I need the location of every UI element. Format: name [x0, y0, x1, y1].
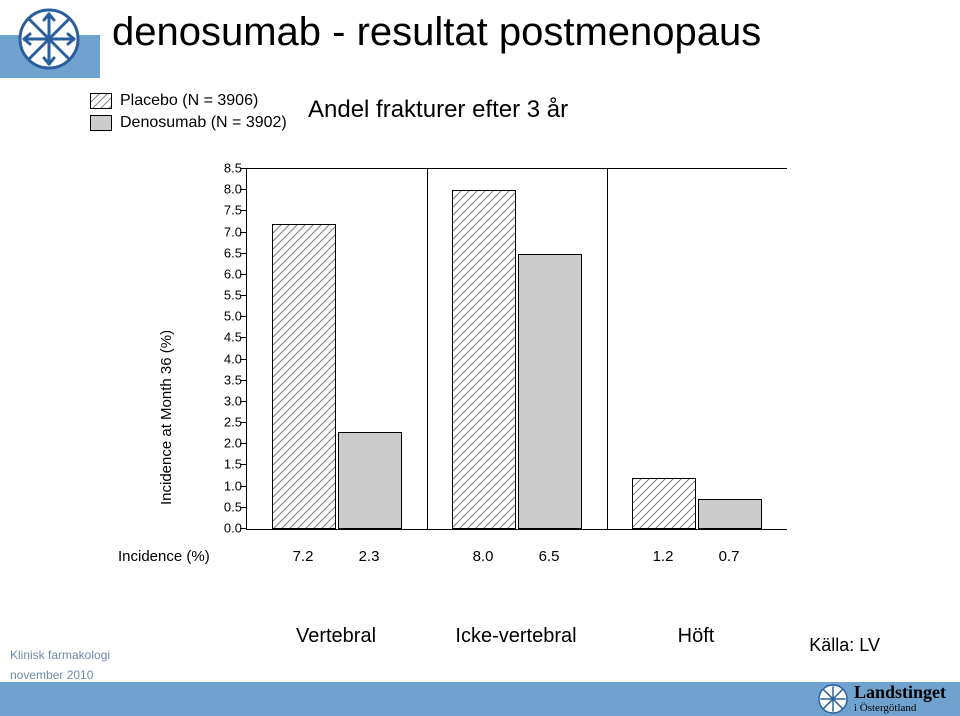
incidence-value: 0.7	[719, 548, 740, 565]
y-tick-label: 3.0	[224, 393, 242, 408]
legend-item: Denosumab (N = 3902)	[90, 114, 287, 132]
y-tick-label: 8.0	[224, 182, 242, 197]
y-tick-label: 0.5	[224, 499, 242, 514]
incidence-value: 7.2	[293, 548, 314, 565]
y-tick-label: 3.5	[224, 372, 242, 387]
incidence-value: 1.2	[653, 548, 674, 565]
y-tick-label: 8.5	[224, 161, 242, 176]
y-tick-label: 6.0	[224, 266, 242, 281]
incidence-value: 2.3	[359, 548, 380, 565]
incidence-row-label: Incidence (%)	[118, 548, 210, 565]
panel-separator	[427, 169, 428, 529]
y-tick-label: 5.0	[224, 309, 242, 324]
footer-org-sub: i Östergötland	[854, 701, 946, 714]
source-label: Källa: LV	[809, 635, 880, 656]
y-tick-label: 1.0	[224, 478, 242, 493]
slide: denosumab - resultat postmenopaus Andel …	[0, 0, 960, 716]
footer-bar: Landstinget i Östergötland	[0, 682, 960, 716]
legend-swatch-placebo	[90, 93, 112, 109]
snowflake-icon	[818, 684, 848, 714]
legend: Placebo (N = 3906) Denosumab (N = 3902)	[90, 92, 287, 136]
legend-item: Placebo (N = 3906)	[90, 92, 287, 110]
category-label: Icke-vertebral	[455, 625, 576, 648]
bar-placebo	[632, 478, 696, 529]
y-tick-label: 2.5	[224, 415, 242, 430]
legend-swatch-denosumab	[90, 115, 112, 131]
y-tick-label: 2.0	[224, 436, 242, 451]
legend-label: Placebo (N = 3906)	[120, 92, 258, 110]
bar-denosumab	[518, 254, 582, 529]
plot-area	[246, 168, 787, 530]
footer-logo: Landstinget i Östergötland	[818, 683, 946, 714]
y-tick-label: 1.5	[224, 457, 242, 472]
footer-meta: Klinisk farmakologi november 2010	[10, 642, 110, 682]
y-tick-label: 4.5	[224, 330, 242, 345]
y-axis-label: Incidence at Month 36 (%)	[158, 330, 175, 505]
footer-org-main: Landstinget	[854, 683, 946, 701]
y-tick-label: 6.5	[224, 245, 242, 260]
page-title: denosumab - resultat postmenopaus	[112, 10, 761, 55]
footer-dept: Klinisk farmakologi	[10, 648, 110, 662]
bar-denosumab	[698, 499, 762, 529]
chart: Incidence at Month 36 (%) Incidence (%) …	[100, 160, 800, 590]
chart-subtitle: Andel frakturer efter 3 år	[308, 96, 568, 124]
category-label: Vertebral	[296, 625, 376, 648]
bar-denosumab	[338, 432, 402, 529]
y-tick-label: 4.0	[224, 351, 242, 366]
y-tick-label: 5.5	[224, 288, 242, 303]
y-tick-label: 0.0	[224, 521, 242, 536]
footer-date: november 2010	[10, 668, 110, 682]
legend-label: Denosumab (N = 3902)	[120, 114, 287, 132]
category-label: Höft	[678, 625, 715, 648]
bar-placebo	[452, 190, 516, 529]
incidence-value: 8.0	[473, 548, 494, 565]
y-tick-label: 7.5	[224, 203, 242, 218]
snowflake-icon	[18, 8, 80, 75]
y-tick-label: 7.0	[224, 224, 242, 239]
incidence-value: 6.5	[539, 548, 560, 565]
bar-placebo	[272, 224, 336, 529]
panel-separator	[607, 169, 608, 529]
